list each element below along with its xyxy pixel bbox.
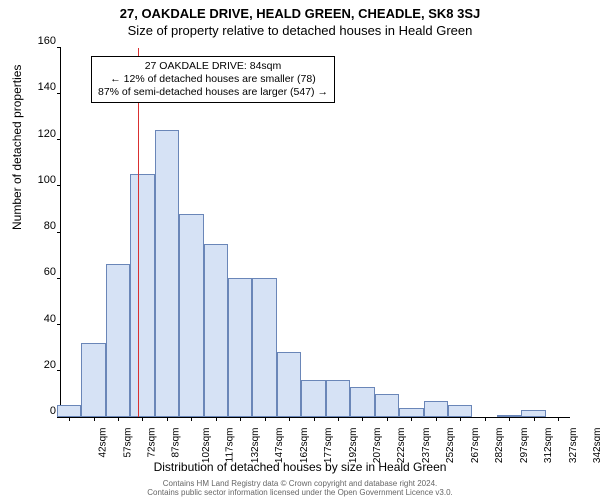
x-tick-label: 312sqm <box>543 428 554 464</box>
x-tick-mark <box>69 417 70 421</box>
x-tick-label: 222sqm <box>397 428 408 464</box>
x-tick-label: 57sqm <box>122 428 133 458</box>
title-main: 27, OAKDALE DRIVE, HEALD GREEN, CHEADLE,… <box>0 0 600 21</box>
histogram-bar <box>448 405 472 417</box>
y-tick-label: 80 <box>26 220 56 232</box>
histogram-bar <box>326 380 350 417</box>
x-tick-label: 192sqm <box>348 428 359 464</box>
x-tick-label: 147sqm <box>274 428 285 464</box>
histogram-bar <box>204 244 228 417</box>
annotation-box: 27 OAKDALE DRIVE: 84sqm← 12% of detached… <box>91 56 335 103</box>
histogram-bar <box>424 401 448 417</box>
y-tick-label: 120 <box>26 128 56 140</box>
y-tick-label: 0 <box>26 405 56 417</box>
x-tick-mark <box>240 417 241 421</box>
x-tick-label: 267sqm <box>470 428 481 464</box>
x-tick-label: 42sqm <box>98 428 109 458</box>
histogram-bar <box>301 380 325 417</box>
histogram-bar <box>375 394 399 417</box>
x-tick-mark <box>142 417 143 421</box>
annotation-line3: 87% of semi-detached houses are larger (… <box>98 86 328 99</box>
footer-attribution: Contains HM Land Registry data © Crown c… <box>0 479 600 498</box>
y-tick-mark <box>57 324 61 325</box>
x-tick-label: 297sqm <box>519 428 530 464</box>
x-tick-label: 282sqm <box>494 428 505 464</box>
y-axis-label: Number of detached properties <box>10 65 24 230</box>
x-tick-mark <box>338 417 339 421</box>
y-tick-mark <box>57 370 61 371</box>
x-tick-mark <box>118 417 119 421</box>
y-tick-label: 100 <box>26 174 56 186</box>
x-tick-label: 132sqm <box>250 428 261 464</box>
x-tick-mark <box>387 417 388 421</box>
histogram-bar <box>350 387 374 417</box>
x-tick-label: 207sqm <box>372 428 383 464</box>
histogram-bar <box>399 408 423 417</box>
y-tick-label: 40 <box>26 313 56 325</box>
histogram-bar <box>277 352 301 417</box>
y-tick-mark <box>57 139 61 140</box>
x-tick-label: 252sqm <box>445 428 456 464</box>
histogram-bar <box>228 278 252 417</box>
x-tick-mark <box>216 417 217 421</box>
x-tick-mark <box>167 417 168 421</box>
x-tick-mark <box>94 417 95 421</box>
annotation-line2: ← 12% of detached houses are smaller (78… <box>98 73 328 86</box>
plot-region: 02040608010012014016042sqm57sqm72sqm87sq… <box>60 48 570 418</box>
annotation-line1: 27 OAKDALE DRIVE: 84sqm <box>98 60 328 73</box>
x-tick-mark <box>436 417 437 421</box>
histogram-bar <box>106 264 130 417</box>
title-sub: Size of property relative to detached ho… <box>0 21 600 38</box>
x-tick-label: 102sqm <box>201 428 212 464</box>
chart-container: 27, OAKDALE DRIVE, HEALD GREEN, CHEADLE,… <box>0 0 600 500</box>
histogram-bar <box>252 278 276 417</box>
x-tick-label: 72sqm <box>147 428 158 458</box>
x-tick-mark <box>289 417 290 421</box>
x-tick-mark <box>191 417 192 421</box>
x-tick-mark <box>460 417 461 421</box>
x-tick-label: 342sqm <box>592 428 600 464</box>
x-tick-mark <box>411 417 412 421</box>
y-tick-mark <box>57 93 61 94</box>
x-tick-mark <box>509 417 510 421</box>
y-tick-label: 20 <box>26 359 56 371</box>
x-tick-label: 327sqm <box>568 428 579 464</box>
histogram-bar <box>81 343 105 417</box>
histogram-bar <box>155 130 179 417</box>
histogram-bar <box>179 214 203 418</box>
x-tick-label: 177sqm <box>323 428 334 464</box>
y-tick-mark <box>57 232 61 233</box>
x-tick-label: 162sqm <box>299 428 310 464</box>
x-tick-mark <box>558 417 559 421</box>
footer-line1: Contains HM Land Registry data © Crown c… <box>0 479 600 489</box>
y-tick-label: 60 <box>26 266 56 278</box>
y-tick-label: 160 <box>26 35 56 47</box>
footer-line2: Contains public sector information licen… <box>0 488 600 498</box>
y-tick-label: 140 <box>26 81 56 93</box>
x-tick-mark <box>265 417 266 421</box>
y-tick-mark <box>57 185 61 186</box>
x-axis-label: Distribution of detached houses by size … <box>0 460 600 474</box>
histogram-bar <box>57 405 81 417</box>
x-tick-label: 117sqm <box>225 428 236 463</box>
x-tick-mark <box>485 417 486 421</box>
histogram-bar <box>521 410 545 417</box>
x-tick-label: 87sqm <box>171 428 182 458</box>
histogram-bar <box>130 174 154 417</box>
x-tick-mark <box>362 417 363 421</box>
x-tick-mark <box>314 417 315 421</box>
x-tick-mark <box>534 417 535 421</box>
x-tick-label: 237sqm <box>421 428 432 464</box>
y-tick-mark <box>57 417 61 418</box>
y-tick-mark <box>57 47 61 48</box>
chart-area: 02040608010012014016042sqm57sqm72sqm87sq… <box>60 48 570 418</box>
y-tick-mark <box>57 278 61 279</box>
